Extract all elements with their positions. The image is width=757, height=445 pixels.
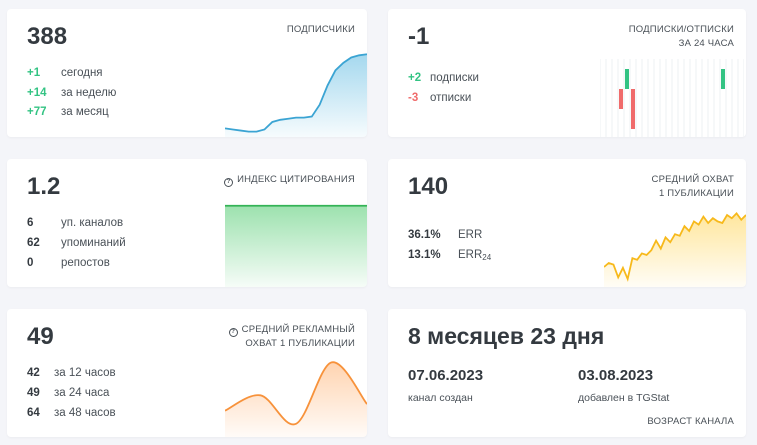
subscribers-caption: ПОДПИСЧИКИ [286, 24, 355, 35]
ad-reach-value: 49 [27, 323, 54, 350]
subscribers-month-value: +77 [27, 106, 47, 118]
err-label: ERR [458, 229, 483, 241]
citation-reposts-row: 0 репостов [27, 257, 110, 269]
subs-value: +2 [408, 72, 422, 84]
reach-series-line [604, 212, 746, 282]
err-value: 36.1% [408, 229, 441, 241]
subscribers-week-label: за неделю [61, 87, 117, 99]
ad-reach-12h-label: за 12 часов [54, 367, 116, 379]
subscribers-count: 388 [27, 23, 68, 50]
channel-age-card[interactable]: 8 месяцев 23 дня 07.06.2023 канал создан… [388, 309, 746, 437]
err24-value: 13.1% [408, 249, 441, 261]
subs-unsubs-card[interactable]: -1 ПОДПИСКИ/ОТПИСКИ ЗА 24 ЧАСА +2 подпис… [388, 9, 746, 137]
subs-unsubs-caption-line2: ЗА 24 ЧАСА [678, 38, 734, 49]
subs-label: подписки [430, 72, 479, 84]
ad-reach-24h-label: за 24 часа [54, 387, 110, 399]
question-circle-icon[interactable]: ? [224, 178, 234, 187]
subscribers-month-row: +77 за месяц [27, 106, 109, 118]
citation-channels-row: 6 уп. каналов [27, 217, 123, 229]
citation-reposts-label: репостов [61, 257, 110, 269]
subscribers-series-area [225, 54, 367, 137]
channel-created-date: 07.06.2023 [408, 367, 484, 384]
ad-reach-caption: ? СРЕДНИЙ РЕКЛАМНЫЙ ОХВАТ 1 ПУБЛИКАЦИИ [228, 323, 355, 351]
subscribers-week-value: +14 [27, 87, 47, 99]
hour-bar [619, 89, 623, 109]
reach-series-area [604, 213, 746, 287]
citation-card[interactable]: 1.2 ? ИНДЕКС ЦИТИРОВАНИЯ 6 уп. каналов 62… [7, 159, 367, 287]
ad-reach-24h-row: 49 за 24 часа [27, 387, 109, 399]
ad-reach-caption-line1: СРЕДНИЙ РЕКЛАМНЫЙ [241, 324, 355, 335]
subs-unsubs-caption-line1: ПОДПИСКИ/ОТПИСКИ [628, 24, 734, 35]
err-row: 36.1% ERR [408, 229, 482, 241]
ad-reach-area-chart [225, 361, 367, 437]
citation-channels-label: уп. каналов [61, 217, 124, 229]
reach-card[interactable]: 140 СРЕДНИЙ ОХВАТ 1 ПУБЛИКАЦИИ 36.1% ERR… [388, 159, 746, 287]
err24-label: ERR24 [458, 249, 491, 262]
subscribers-week-row: +14 за неделю [27, 87, 116, 99]
subs-unsubs-caption: ПОДПИСКИ/ОТПИСКИ ЗА 24 ЧАСА [629, 23, 734, 51]
citation-area-chart [225, 204, 367, 287]
ad-reach-24h-value: 49 [27, 387, 40, 399]
subscribers-sparkline [225, 53, 367, 137]
subscribers-month-label: за месяц [61, 106, 109, 118]
citation-channels-value: 6 [27, 217, 34, 229]
subscribers-today-value: +1 [27, 67, 41, 79]
unsubs-value: -3 [408, 92, 419, 104]
reach-caption-line1: СРЕДНИЙ ОХВАТ [651, 174, 734, 185]
subscribers-today-row: +1 сегодня [27, 67, 103, 79]
tgstat-added-date: 03.08.2023 [578, 367, 654, 384]
hour-bar [625, 69, 629, 89]
ad-reach-48h-label: за 48 часов [54, 407, 116, 419]
citation-caption: ? ИНДЕКС ЦИТИРОВАНИЯ [224, 173, 355, 187]
subscribers-series-line [225, 53, 367, 133]
tgstat-added-label: добавлен в TGStat [578, 392, 670, 404]
ad-reach-series-line [225, 361, 367, 426]
citation-series-area [225, 205, 367, 287]
reach-area-chart [604, 212, 746, 287]
unsubs-row: -3 отписки [408, 92, 471, 104]
subscribers-today-label: сегодня [61, 67, 103, 79]
citation-index-value: 1.2 [27, 173, 61, 200]
ad-reach-series-area [225, 362, 367, 437]
channel-age-value: 8 месяцев 23 дня [408, 323, 605, 349]
ad-reach-48h-value: 64 [27, 407, 40, 419]
ad-reach-card[interactable]: 49 ? СРЕДНИЙ РЕКЛАМНЫЙ ОХВАТ 1 ПУБЛИКАЦИИ… [7, 309, 367, 437]
ad-reach-12h-value: 42 [27, 367, 40, 379]
citation-mentions-row: 62 упоминаний [27, 237, 126, 249]
citation-caption-text: ИНДЕКС ЦИТИРОВАНИЯ [237, 174, 355, 185]
citation-reposts-value: 0 [27, 257, 34, 269]
err24-label-sub: 24 [482, 253, 492, 262]
subs-unsubs-bar-chart [600, 59, 744, 137]
subs-unsubs-net: -1 [408, 23, 430, 50]
unsubs-label: отписки [430, 92, 472, 104]
ad-reach-caption-line2: ОХВАТ 1 ПУБЛИКАЦИИ [245, 338, 355, 349]
hour-bar [721, 69, 725, 89]
channel-created-label: канал создан [408, 392, 473, 404]
ad-reach-48h-row: 64 за 48 часов [27, 407, 116, 419]
citation-mentions-label: упоминаний [61, 237, 126, 249]
question-circle-icon[interactable]: ? [228, 328, 238, 337]
ad-reach-12h-row: 42 за 12 часов [27, 367, 116, 379]
reach-caption: СРЕДНИЙ ОХВАТ 1 ПУБЛИКАЦИИ [652, 173, 734, 201]
hour-bar [631, 89, 635, 129]
subscribers-card[interactable]: 388 ПОДПИСЧИКИ +1 сегодня +14 за неделю … [7, 9, 367, 137]
err24-label-text: ERR [458, 249, 483, 261]
reach-value: 140 [408, 173, 449, 200]
citation-mentions-value: 62 [27, 237, 40, 249]
reach-caption-line2: 1 ПУБЛИКАЦИИ [658, 188, 734, 199]
err24-row: 13.1% ERR24 [408, 249, 491, 262]
subs-row: +2 подписки [408, 72, 479, 84]
channel-age-caption: ВОЗРАСТ КАНАЛА [647, 416, 734, 427]
